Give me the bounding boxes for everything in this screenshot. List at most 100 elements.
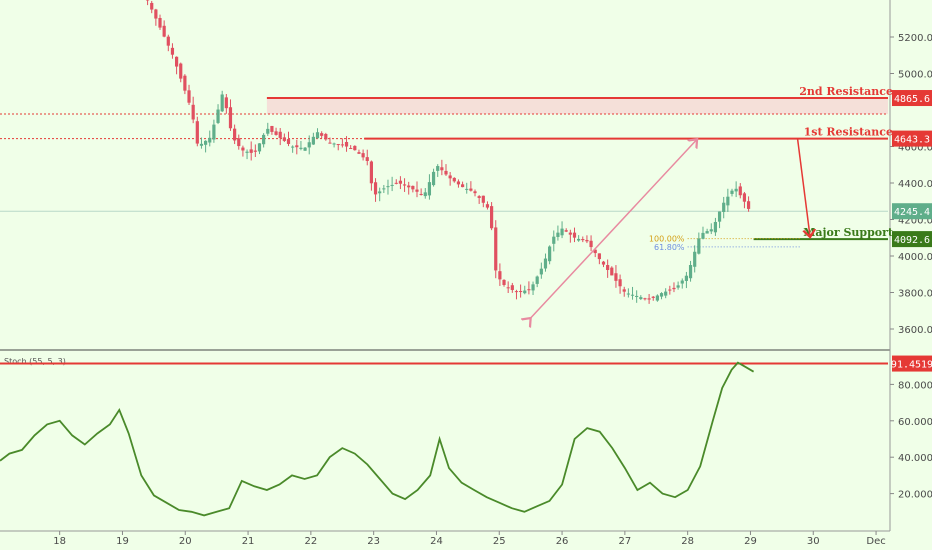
candle-body xyxy=(411,185,415,190)
x-tick-label: 21 xyxy=(242,536,255,547)
candle-body xyxy=(154,9,158,19)
candle-body xyxy=(436,166,440,171)
candle-body xyxy=(606,265,610,270)
x-tick-label: 19 xyxy=(116,536,129,547)
candle-body xyxy=(664,291,668,296)
candle-body xyxy=(220,94,224,112)
stoch-tick-label: 20.0000 xyxy=(898,490,932,501)
candle-body xyxy=(514,291,519,293)
candle-body xyxy=(299,147,303,149)
current-price-tag: 4245.4 xyxy=(894,207,930,218)
candle-body xyxy=(626,293,630,295)
candle-body xyxy=(726,196,730,206)
candle-body xyxy=(262,134,266,145)
price-tick-label: 4600.0 xyxy=(898,143,932,154)
candle-body xyxy=(237,138,241,147)
price-tick-label: 5000.0 xyxy=(898,70,932,81)
candle-body xyxy=(713,221,718,233)
candle-body xyxy=(672,287,676,290)
candle-body xyxy=(469,188,473,191)
x-tick-label: 23 xyxy=(367,536,380,547)
candle-body xyxy=(618,279,622,287)
candle-body xyxy=(709,229,713,232)
candle-body xyxy=(336,144,340,146)
candle-body xyxy=(402,184,407,186)
candle-body xyxy=(162,25,166,37)
candle-body xyxy=(390,184,394,186)
measure-arrow xyxy=(531,139,697,318)
candle-body xyxy=(266,128,270,134)
candle-body xyxy=(291,146,295,148)
candle-body xyxy=(734,188,738,192)
candle-body xyxy=(311,136,315,145)
fib-level-label: 61.80% xyxy=(654,243,685,252)
x-tick-label: 28 xyxy=(681,536,694,547)
candle-body xyxy=(460,184,465,188)
candle-body xyxy=(722,202,726,212)
candle-body xyxy=(224,97,228,109)
candle-body xyxy=(697,238,701,254)
candle-body xyxy=(324,133,328,140)
candle-body xyxy=(701,232,705,239)
candle-body xyxy=(510,285,514,290)
candle-body xyxy=(548,246,552,262)
candle-body xyxy=(655,295,659,301)
current-price-tag-bg xyxy=(892,203,932,220)
candle-body xyxy=(440,167,444,171)
x-tick-label: 22 xyxy=(304,536,317,547)
candle-body xyxy=(369,161,373,184)
stoch-tick-label: 40.0000 xyxy=(898,453,932,464)
candle-body xyxy=(730,190,734,194)
candle-body xyxy=(481,195,485,203)
candle-body xyxy=(253,150,257,152)
candle-body xyxy=(552,236,556,244)
axes: 18 19 20 21 22 23 24 25 26 27 28 29 30 Dec 3600.0 3800.… xyxy=(53,33,932,547)
candle-body xyxy=(307,142,311,148)
candle-body xyxy=(257,143,262,152)
candle-body xyxy=(166,36,170,46)
x-tick-label: 27 xyxy=(618,536,631,547)
price-tick-label: 4000.0 xyxy=(898,252,932,263)
candle-body xyxy=(494,227,498,271)
candle-body xyxy=(382,188,386,190)
price-tick-label: 3800.0 xyxy=(898,289,932,300)
candle-body xyxy=(286,139,291,144)
candle-body xyxy=(170,47,175,55)
x-tick-label: 18 xyxy=(53,536,66,547)
candle-body xyxy=(431,171,436,186)
candle-body xyxy=(332,143,336,145)
candle-body xyxy=(659,293,664,297)
resistance-zone xyxy=(266,98,888,115)
x-tick-label: 20 xyxy=(179,536,192,547)
candle-body xyxy=(738,186,742,196)
second-resistance-label: 2nd Resistance xyxy=(799,85,893,98)
candle-body xyxy=(150,2,154,10)
candle-body xyxy=(502,279,506,285)
candle-body xyxy=(361,153,365,158)
candle-body xyxy=(539,268,543,275)
candle-body xyxy=(680,280,684,284)
candle-body xyxy=(705,231,709,234)
candle-body xyxy=(208,137,212,143)
stoch-marker-tag: 91.4519 xyxy=(891,360,932,371)
stochastic-pane[interactable]: Stoch (55, 5, 3) xyxy=(0,357,888,517)
candle-body xyxy=(278,131,282,138)
candle-body xyxy=(407,185,411,188)
candle-body xyxy=(506,287,510,289)
x-tick-label: 24 xyxy=(430,536,443,547)
x-tick-label: Dec xyxy=(866,536,885,547)
price-tick-label: 4400.0 xyxy=(898,179,932,190)
candle-body xyxy=(419,193,423,195)
candle-body xyxy=(564,230,568,232)
candle-body xyxy=(589,240,593,248)
candle-body xyxy=(187,90,191,103)
candle-body xyxy=(191,104,195,120)
candle-body xyxy=(448,175,452,179)
candle-body xyxy=(531,284,535,291)
candle-body xyxy=(373,182,378,195)
candle-body xyxy=(693,251,697,267)
candle-body xyxy=(444,170,448,175)
candle-body xyxy=(585,239,589,242)
candle-body xyxy=(340,144,344,146)
